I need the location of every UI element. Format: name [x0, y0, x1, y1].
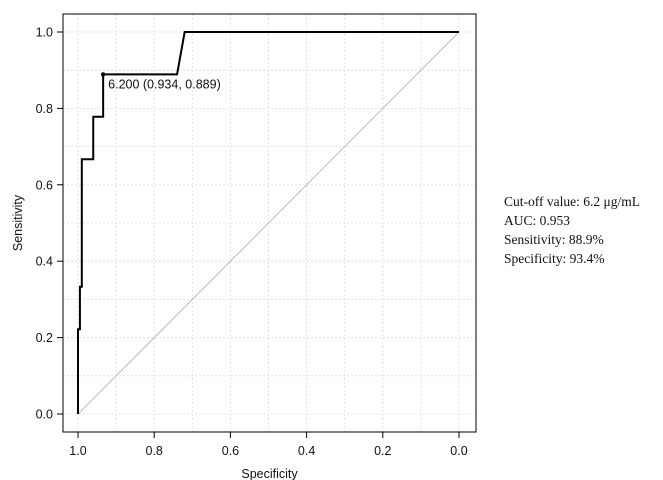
- y-tick-label: 0.0: [36, 408, 53, 422]
- x-tick-label: 0.2: [374, 444, 391, 458]
- x-tick-label: 0.4: [298, 444, 315, 458]
- summary-panel: Cut-off value: 6.2 μg/mL AUC: 0.953 Sens…: [504, 192, 640, 268]
- sensitivity-text: Sensitivity: 88.9%: [504, 232, 604, 247]
- reference-diagonal-line: [77, 31, 460, 415]
- y-tick-label: 0.4: [36, 255, 53, 269]
- best-cutoff-point: [100, 72, 106, 77]
- grid: [63, 14, 476, 432]
- x-axis-ticks: 1.0 0.8 0.6 0.4 0.2 0.0: [69, 432, 468, 458]
- annotation-layer: 6.200 (0.934, 0.889): [100, 72, 221, 91]
- auc-text: AUC: 0.953: [504, 213, 571, 228]
- x-axis-label: Specificity: [241, 467, 298, 480]
- cutoff-annotation-label: 6.200 (0.934, 0.889): [108, 77, 221, 91]
- y-tick-label: 0.2: [36, 331, 53, 345]
- y-tick-label: 0.6: [36, 178, 53, 192]
- x-tick-label: 0.6: [222, 444, 239, 458]
- plot-area-frame: [62, 13, 477, 433]
- specificity-text: Specificity: 93.4%: [504, 251, 605, 266]
- y-axis-label: Sensitivity: [11, 194, 25, 251]
- x-tick-label: 0.0: [450, 444, 467, 458]
- y-axis-ticks: 0.0 0.2 0.4 0.6 0.8 1.0: [36, 26, 63, 422]
- roc-curve-line: [77, 31, 459, 414]
- x-tick-label: 0.8: [146, 444, 163, 458]
- y-tick-label: 0.8: [36, 102, 53, 116]
- cutoff-value-text: Cut-off value: 6.2 μg/mL: [504, 194, 640, 209]
- x-tick-label: 1.0: [69, 444, 86, 458]
- y-tick-label: 1.0: [36, 26, 53, 40]
